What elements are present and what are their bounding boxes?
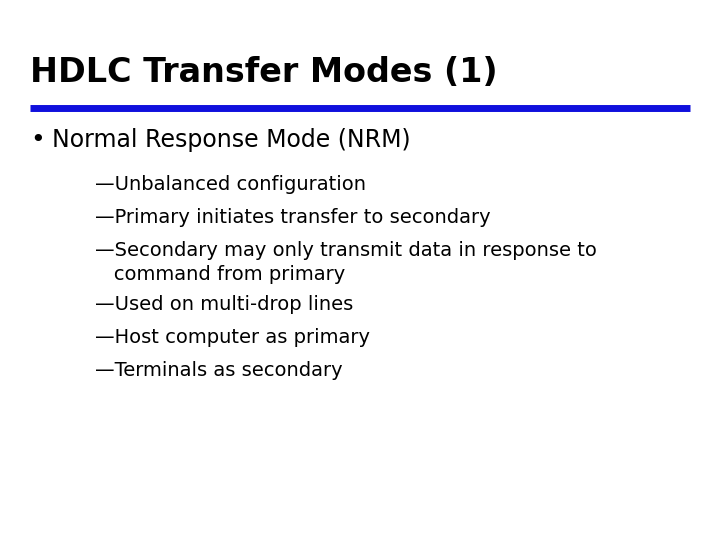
Text: —Host computer as primary: —Host computer as primary: [95, 328, 370, 347]
Text: Normal Response Mode (NRM): Normal Response Mode (NRM): [52, 128, 410, 152]
Text: —Used on multi-drop lines: —Used on multi-drop lines: [95, 295, 354, 314]
Text: —Unbalanced configuration: —Unbalanced configuration: [95, 175, 366, 194]
Text: HDLC Transfer Modes (1): HDLC Transfer Modes (1): [30, 56, 498, 89]
Text: •: •: [30, 128, 45, 152]
Text: —Terminals as secondary: —Terminals as secondary: [95, 361, 343, 380]
Text: —Secondary may only transmit data in response to
   command from primary: —Secondary may only transmit data in res…: [95, 241, 597, 284]
Text: —Primary initiates transfer to secondary: —Primary initiates transfer to secondary: [95, 208, 490, 227]
